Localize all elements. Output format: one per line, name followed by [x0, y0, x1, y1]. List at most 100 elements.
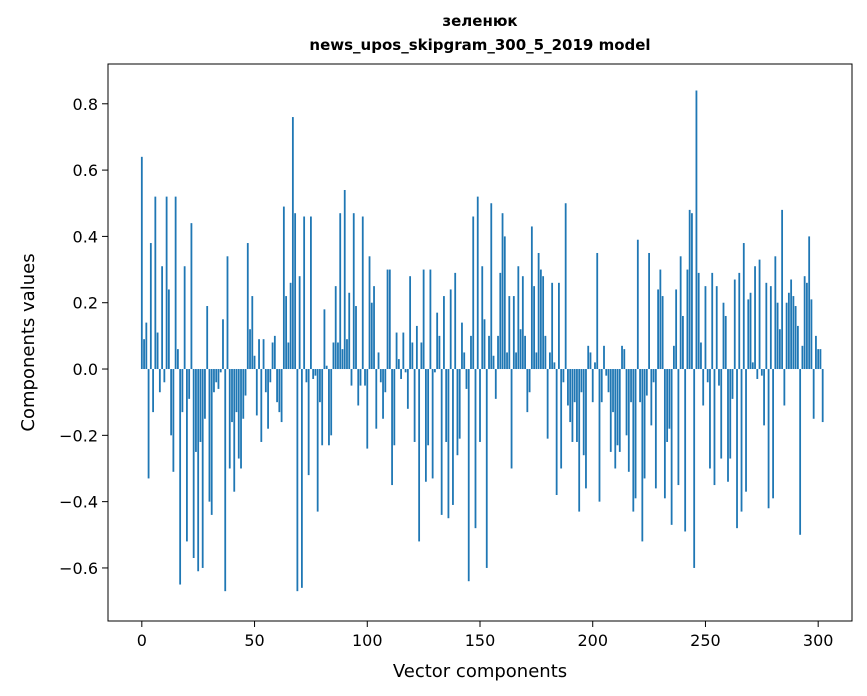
bar [544, 335, 547, 370]
y-tick-label: −0.6 [59, 559, 98, 578]
bar [282, 206, 285, 370]
bar [666, 369, 669, 442]
bar [799, 369, 802, 535]
bar [582, 369, 585, 456]
bar [677, 369, 680, 486]
bar [434, 369, 436, 373]
bar [233, 369, 236, 492]
bar [778, 329, 781, 370]
bar [641, 369, 644, 542]
bar [609, 369, 612, 452]
bar [702, 369, 705, 406]
bar [508, 296, 511, 370]
x-tick-label: 200 [577, 631, 608, 650]
bar [499, 272, 502, 370]
bar [445, 369, 448, 442]
bar [657, 289, 660, 370]
bar [758, 259, 761, 370]
bar [501, 213, 504, 370]
bar [706, 369, 709, 383]
bar [729, 369, 732, 459]
bar [598, 369, 601, 502]
bar [727, 369, 729, 482]
bar [276, 369, 278, 403]
bar [348, 292, 351, 370]
bar [402, 332, 405, 370]
bar [704, 286, 707, 370]
bar [718, 369, 720, 386]
bar [693, 369, 696, 568]
bar [217, 369, 220, 389]
bar [503, 236, 506, 370]
bar [440, 369, 443, 515]
bar [756, 369, 759, 379]
bar [395, 332, 398, 370]
bar [415, 325, 418, 370]
bar [310, 216, 312, 370]
bar [204, 369, 206, 419]
bar [614, 369, 617, 469]
bar [424, 369, 427, 482]
bar [325, 365, 328, 370]
bar [197, 369, 200, 572]
bar [176, 349, 179, 370]
bar [616, 369, 619, 446]
bar [806, 282, 808, 370]
bar [210, 369, 213, 515]
bar [812, 369, 815, 419]
bar [183, 266, 186, 370]
bar [627, 369, 630, 472]
bar [476, 196, 479, 370]
bar [524, 335, 526, 370]
bar [621, 345, 623, 370]
bar [280, 369, 283, 423]
bar [819, 349, 822, 370]
bar [630, 369, 632, 403]
bar [548, 352, 551, 370]
bar [312, 369, 315, 379]
bar [303, 216, 306, 370]
bar [591, 369, 594, 403]
bar [314, 369, 317, 376]
bar [186, 369, 188, 542]
bar [240, 369, 242, 469]
bar [384, 369, 387, 393]
bar [654, 369, 657, 489]
bar [571, 369, 574, 442]
bar [359, 369, 362, 386]
bar [199, 369, 202, 442]
bar [720, 369, 723, 459]
bar [156, 332, 159, 370]
bar [244, 369, 247, 396]
bar [625, 369, 628, 436]
bar [510, 369, 513, 469]
bar [382, 369, 384, 419]
bar [447, 369, 450, 519]
bar [334, 286, 337, 370]
bar [192, 369, 195, 558]
bar [585, 369, 587, 489]
bar [436, 312, 439, 370]
bar [736, 369, 738, 529]
bar [537, 252, 540, 370]
bar [278, 369, 281, 413]
bar [235, 369, 238, 413]
bar [783, 369, 786, 406]
bar [296, 369, 299, 592]
bar [300, 369, 303, 588]
bar [512, 296, 515, 370]
y-tick-label: 0.0 [73, 360, 98, 379]
bar [474, 369, 477, 529]
bar [594, 362, 596, 370]
bar [652, 369, 655, 383]
bar [305, 369, 308, 383]
bar [262, 339, 265, 370]
bar [377, 352, 380, 370]
bar [231, 369, 233, 423]
bar [751, 362, 754, 370]
bar [485, 369, 488, 568]
x-tick-label: 250 [690, 631, 721, 650]
bar [264, 369, 267, 393]
